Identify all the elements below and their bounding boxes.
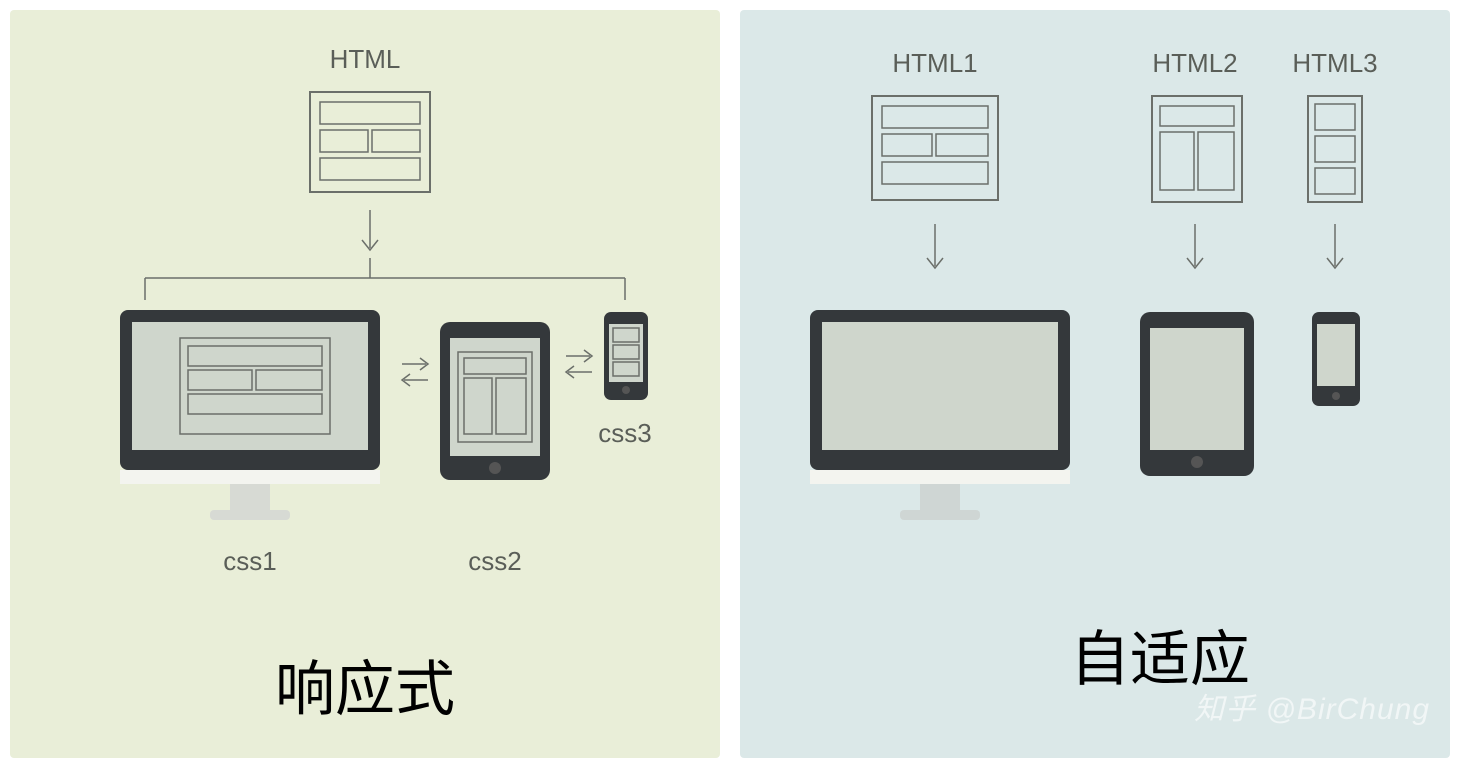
css3-label: css3 [598,418,651,448]
wireframe-icon [1308,96,1362,202]
monitor-icon [120,310,380,520]
css2-label: css2 [468,546,521,576]
top-html-label: HTML [330,44,401,74]
swap-arrows-icon [566,350,592,378]
swap-arrows-icon [402,358,428,386]
tablet-icon [440,322,550,480]
responsive-title: 响应式 [275,656,455,723]
phone-icon [1312,312,1360,406]
wireframe-icon [872,96,998,200]
html2-label: HTML2 [1152,48,1237,78]
responsive-svg: HTML [10,10,720,758]
wireframe-icon [1152,96,1242,202]
adaptive-svg: HTML1 HTML2 [740,10,1450,758]
tablet-icon [1140,312,1254,476]
html3-label: HTML3 [1292,48,1377,78]
phone-icon [604,312,648,400]
diagram-root: HTML [0,0,1460,768]
html-wireframe-icon [310,92,430,192]
monitor-icon [810,310,1070,520]
branch-bracket-icon [145,258,625,300]
arrow-down-icon [1187,224,1203,268]
panel-adaptive: HTML1 HTML2 [740,10,1450,758]
html1-label: HTML1 [892,48,977,78]
arrow-down-icon [362,210,378,250]
adaptive-title: 自适应 [1070,626,1250,693]
css1-label: css1 [223,546,276,576]
arrow-down-icon [1327,224,1343,268]
panel-responsive: HTML [10,10,720,758]
arrow-down-icon [927,224,943,268]
